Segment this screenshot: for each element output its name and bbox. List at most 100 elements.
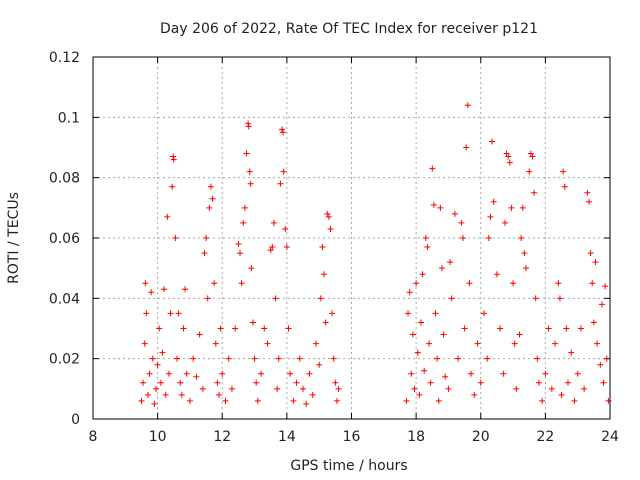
data-point-marker: [505, 153, 512, 160]
x-tick-label: 8: [89, 429, 98, 445]
data-point-marker: [527, 150, 534, 157]
data-point-marker: [285, 325, 292, 332]
data-point-marker: [248, 265, 255, 272]
data-point-marker: [330, 355, 337, 362]
data-point-marker: [199, 385, 206, 392]
data-point-marker: [461, 325, 468, 332]
data-point-marker: [243, 150, 250, 157]
data-point-marker: [143, 310, 150, 317]
data-point-marker: [534, 355, 541, 362]
x-tick-label: 20: [472, 429, 490, 445]
data-point-marker: [458, 219, 465, 226]
data-point-marker: [245, 123, 252, 130]
chart-title: Day 206 of 2022, Rate Of TEC Index for r…: [160, 21, 538, 37]
data-point-marker: [564, 379, 571, 386]
data-point-marker: [293, 379, 300, 386]
data-point-marker: [167, 310, 174, 317]
data-point-marker: [151, 400, 158, 407]
data-point-marker: [246, 168, 253, 175]
data-point-marker: [170, 156, 177, 163]
data-point-marker: [511, 340, 518, 347]
data-point-marker: [529, 153, 536, 160]
data-point-marker: [590, 319, 597, 326]
data-point-marker: [249, 319, 256, 326]
data-point-marker: [327, 225, 334, 232]
data-point-marker: [548, 385, 555, 392]
y-tick-label: 0.1: [58, 110, 80, 126]
data-point-marker: [403, 397, 410, 404]
data-point-marker: [169, 183, 176, 190]
data-point-marker: [493, 271, 500, 278]
data-point-marker: [421, 367, 428, 374]
data-point-marker: [603, 355, 610, 362]
x-tick-labels: 8 10 12 14 16 18 20 22 24: [89, 429, 619, 445]
data-point-marker: [165, 370, 172, 377]
data-point-marker: [506, 159, 513, 166]
data-point-marker: [602, 283, 609, 290]
data-point-marker: [332, 379, 339, 386]
data-point-marker: [178, 391, 185, 398]
data-point-marker: [140, 379, 147, 386]
data-point-marker: [406, 289, 413, 296]
data-point-marker: [172, 235, 179, 241]
data-point-marker: [219, 370, 226, 377]
data-point-marker: [196, 331, 203, 338]
x-tick-label: 10: [149, 429, 167, 445]
data-point-marker: [164, 213, 171, 220]
data-point-marker: [519, 204, 526, 211]
data-point-marker: [459, 235, 466, 241]
data-point-marker: [312, 340, 319, 347]
data-point-marker: [438, 265, 445, 272]
data-point-marker: [309, 391, 316, 398]
data-point-marker: [584, 189, 591, 196]
data-point-marker: [592, 259, 599, 266]
data-point-marker: [267, 247, 274, 254]
data-point-marker: [333, 397, 340, 404]
data-point-marker: [138, 397, 145, 404]
y-tick-label: 0.08: [49, 171, 80, 187]
data-point-marker: [261, 325, 268, 332]
data-point-marker: [442, 373, 449, 380]
data-point-marker: [489, 138, 496, 145]
data-point-marker: [206, 204, 213, 211]
data-point-marker: [531, 189, 538, 196]
data-point-marker: [275, 355, 282, 362]
data-point-marker: [211, 280, 218, 287]
data-point-marker: [254, 397, 261, 404]
y-tick-label: 0.12: [49, 50, 80, 66]
x-tick-label: 16: [343, 429, 361, 445]
data-point-marker: [501, 219, 508, 226]
data-point-marker: [335, 385, 342, 392]
data-point-marker: [148, 289, 155, 296]
data-point-marker: [535, 379, 542, 386]
data-point-marker: [253, 379, 260, 386]
data-point-marker: [417, 319, 424, 326]
data-point-marker: [274, 385, 281, 392]
data-point-marker: [321, 271, 328, 278]
data-point-marker: [426, 340, 433, 347]
x-tick-label: 12: [213, 429, 231, 445]
data-point-marker: [207, 183, 214, 190]
data-point-marker: [500, 370, 507, 377]
data-point-marker: [545, 325, 552, 332]
data-point-marker: [174, 355, 181, 362]
data-point-marker: [303, 400, 310, 407]
data-point-marker: [561, 183, 568, 190]
data-point-marker: [269, 244, 276, 251]
data-point-marker: [316, 361, 323, 368]
data-point-marker: [180, 325, 187, 332]
data-point-marker: [149, 355, 156, 362]
data-point-marker: [247, 180, 254, 187]
data-point-marker: [455, 355, 462, 362]
data-point-marker: [324, 210, 331, 217]
data-point-marker: [405, 310, 412, 317]
data-point-marker: [558, 391, 565, 398]
data-point-marker: [503, 150, 510, 157]
data-point-marker: [485, 235, 492, 241]
data-point-marker: [270, 219, 277, 226]
plot-frame: [92, 56, 611, 420]
data-point-marker: [238, 280, 245, 287]
data-point-marker: [162, 391, 169, 398]
data-point-marker: [521, 250, 528, 257]
